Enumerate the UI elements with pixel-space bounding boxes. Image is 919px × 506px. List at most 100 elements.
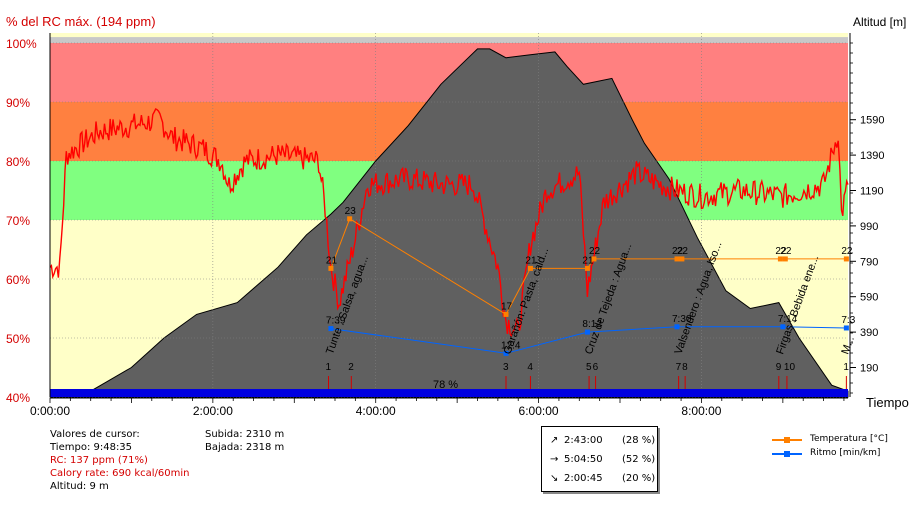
pace-value-label: 7:14 bbox=[778, 314, 798, 325]
right-tick-label: 1590 bbox=[860, 115, 884, 127]
x-axis-title: Tiempo bbox=[866, 395, 909, 410]
temperature-point bbox=[527, 265, 533, 271]
right-tick-label: 1190 bbox=[860, 186, 884, 198]
lap-marker-label: 10 bbox=[784, 362, 796, 373]
slope-percent: (52 %) bbox=[622, 454, 656, 465]
temperature-value-label: 22 bbox=[775, 246, 787, 257]
pace-value-label: 7:3 bbox=[841, 315, 855, 326]
grid-lines bbox=[49, 33, 848, 398]
cursor-values-panel: Valores de cursor: Tiempo: 9:48:35 RC: 1… bbox=[50, 428, 190, 493]
temperature-value-label: 22 bbox=[677, 246, 689, 257]
left-axis-title: % del RC máx. (194 ppm) bbox=[6, 14, 156, 29]
right-tick-label: 190 bbox=[860, 363, 878, 375]
y-tick-label: 80% bbox=[6, 155, 30, 169]
temperature-point bbox=[782, 256, 788, 262]
pace-point bbox=[674, 324, 680, 330]
climb-up: Subida: 2310 m bbox=[205, 429, 285, 440]
lap-marker-label: 9 bbox=[776, 362, 782, 373]
temperature-value-label: 22 bbox=[780, 246, 792, 257]
right-tick-label: 1390 bbox=[860, 150, 884, 162]
legend-label: Ritmo [min/km] bbox=[810, 448, 881, 458]
lap-marker-label: 4 bbox=[527, 362, 533, 373]
y-tick-label: 40% bbox=[6, 391, 30, 405]
lap-marker-label: 1 bbox=[843, 362, 849, 373]
slope-row-up: ↗ 2:43:00 (28 %) bbox=[550, 435, 655, 446]
pace-line bbox=[330, 326, 847, 354]
heart-rate-series bbox=[49, 108, 849, 338]
temperature-point bbox=[503, 311, 509, 317]
heart-rate-line bbox=[49, 108, 849, 338]
altitude-profile bbox=[49, 48, 849, 398]
cursor-calory-rate: Calory rate: 690 kcal/60min bbox=[50, 468, 190, 479]
temperature-value-label: 17 bbox=[501, 301, 513, 312]
cursor-heading: Valores de cursor: bbox=[50, 429, 140, 440]
lap-marker-label: 5 bbox=[586, 362, 592, 373]
y-tick-label: 60% bbox=[6, 273, 30, 287]
pace-point bbox=[843, 325, 849, 331]
lap-marker-label: 6 bbox=[593, 362, 599, 373]
temperature-point bbox=[674, 256, 680, 262]
cursor-time: Tiempo: 9:48:35 bbox=[50, 442, 133, 453]
x-tick-label: 0:00:00 bbox=[30, 404, 70, 418]
temperature-value-label: 23 bbox=[345, 206, 357, 217]
temperature-value-label: 22 bbox=[841, 246, 853, 257]
slope-percent: (20 %) bbox=[622, 473, 656, 484]
axes: 40%50%60%70%80%90%100%190390590790990119… bbox=[6, 33, 884, 418]
slope-time: 2:43:00 bbox=[564, 435, 603, 446]
cursor-heart-rate: RC: 137 ppm (71%) bbox=[50, 455, 148, 466]
x-tick-label: 8:00:00 bbox=[681, 404, 721, 418]
pace-point bbox=[503, 350, 509, 356]
arrow-up-right-icon: ↗ bbox=[550, 435, 559, 446]
y-tick-label: 70% bbox=[6, 214, 30, 228]
temperature-value-label: 21 bbox=[582, 255, 594, 266]
climb-down: Bajada: 2318 m bbox=[205, 442, 285, 453]
y-tick-label: 90% bbox=[6, 96, 30, 110]
slope-percent: (28 %) bbox=[622, 435, 656, 446]
altitude-area bbox=[49, 48, 849, 398]
lap-marker-label: 1 bbox=[325, 362, 331, 373]
temperature-point bbox=[347, 216, 353, 222]
temperature-point bbox=[584, 265, 590, 271]
pace-value-label: 7:30 bbox=[672, 314, 692, 325]
cursor-altitude: Altitud: 9 m bbox=[50, 481, 109, 492]
slope-time: 5:04:50 bbox=[564, 454, 603, 465]
pace-point bbox=[328, 326, 334, 332]
temperature-value-label: 21 bbox=[326, 255, 338, 266]
legend-swatch bbox=[772, 451, 802, 457]
temperature-point bbox=[679, 256, 685, 262]
climb-panel: Subida: 2310 m Bajada: 2318 m bbox=[205, 428, 284, 454]
arrow-down-right-icon: ↘ bbox=[550, 473, 559, 484]
pace-value-label: 7:39 bbox=[326, 316, 346, 327]
temperature-value-label: 22 bbox=[672, 246, 684, 257]
pace-value-label: 8:12 bbox=[582, 319, 602, 330]
pace-point bbox=[584, 329, 590, 335]
pace-point bbox=[780, 324, 786, 330]
intensity-bar bbox=[50, 389, 848, 397]
pace-value-label: 12:4 bbox=[501, 340, 521, 351]
right-tick-label: 990 bbox=[860, 221, 878, 233]
lap-marker-label: 3 bbox=[503, 362, 509, 373]
right-tick-label: 590 bbox=[860, 292, 878, 304]
lap-marker-label: 2 bbox=[348, 362, 354, 373]
temperature-value-label: 22 bbox=[589, 246, 601, 257]
y-tick-label: 100% bbox=[6, 37, 37, 51]
slope-row-down: ↘ 2:00:45 (20 %) bbox=[550, 473, 655, 484]
temperature-point bbox=[777, 256, 783, 262]
x-tick-label: 4:00:00 bbox=[356, 404, 396, 418]
right-axis-title: Altitud [m] bbox=[853, 15, 906, 29]
bottom-bar-label: 78 % bbox=[433, 379, 458, 391]
legend-swatch bbox=[772, 437, 802, 443]
hr-zone-band bbox=[50, 37, 848, 43]
slope-time: 2:00:45 bbox=[564, 473, 603, 484]
lap-marker-label: 7 bbox=[676, 362, 682, 373]
temperature-value-label: 21 bbox=[525, 255, 537, 266]
y-tick-label: 50% bbox=[6, 332, 30, 346]
right-tick-label: 790 bbox=[860, 256, 878, 268]
temperature-point bbox=[843, 256, 849, 262]
arrow-right-icon: → bbox=[550, 454, 559, 465]
lap-markers: 1 2 3 4 5 6 7 8 9 10 1 bbox=[325, 362, 849, 389]
temperature-point bbox=[328, 265, 334, 271]
x-tick-label: 6:00:00 bbox=[519, 404, 559, 418]
right-tick-label: 390 bbox=[860, 327, 878, 339]
